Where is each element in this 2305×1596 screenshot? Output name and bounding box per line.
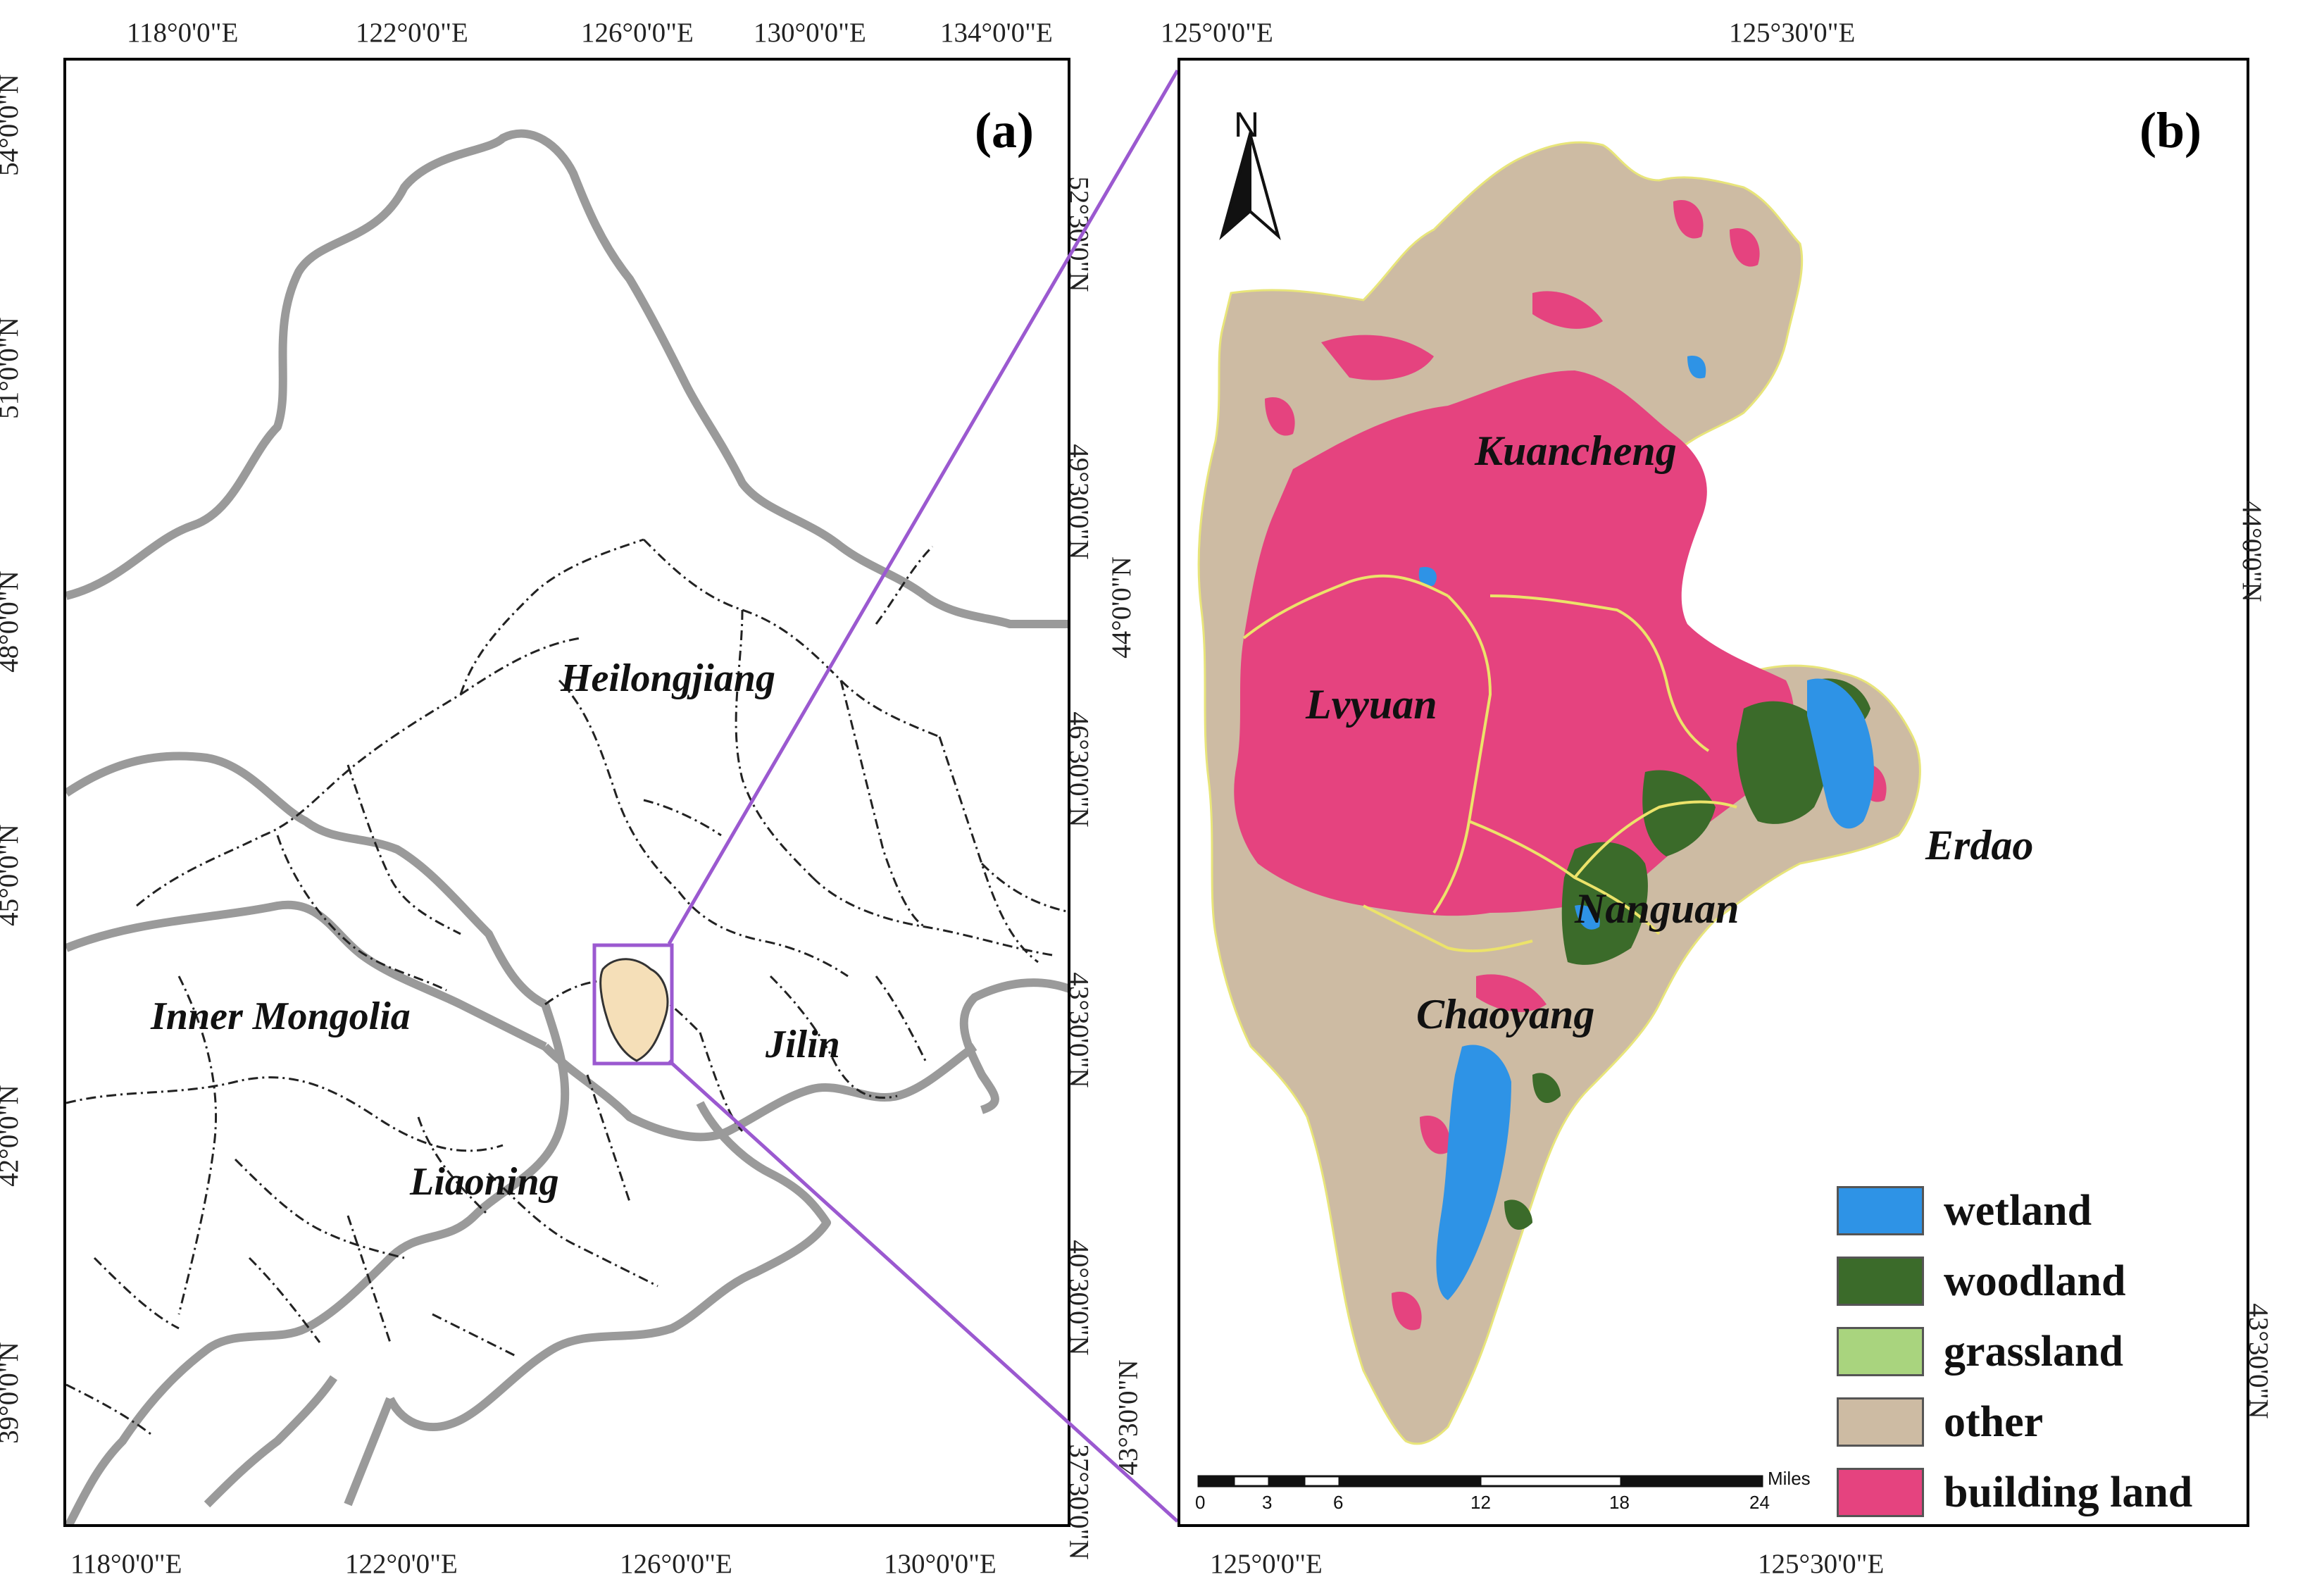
legend-item-other: other — [1837, 1395, 2043, 1450]
panel-b-label: (b) — [2140, 102, 2201, 158]
scale-tick-label: 12 — [1470, 1492, 1491, 1513]
panel-a-left-tick: 39°0'0"N — [0, 1342, 24, 1444]
panel-b-right-tick: 43°30'0"N — [2243, 1303, 2274, 1419]
legend-label: building land — [1944, 1468, 2193, 1516]
panel-a-left-tick: 48°0'0"N — [0, 571, 24, 673]
changchun-landuse-map — [1197, 141, 1921, 1445]
panel-b-left-tick: 43°30'0"N — [1113, 1359, 1144, 1476]
scale-tick-label: 3 — [1262, 1492, 1273, 1513]
panel-b-top-tick: 125°30'0"E — [1729, 18, 1856, 48]
panel-a-top-tick: 122°0'0"E — [356, 18, 468, 48]
label-lvyuan: Lvyuan — [1306, 681, 1437, 728]
label-jilin: Jilin — [766, 1023, 840, 1066]
label-liaoning: Liaoning — [410, 1160, 559, 1204]
label-kuancheng: Kuancheng — [1475, 428, 1677, 474]
legend-item-building-land: building land — [1837, 1465, 2192, 1520]
northeast-china-map — [66, 129, 1068, 1524]
panel-a-bottom-tick: 126°0'0"E — [620, 1549, 732, 1579]
panel-a-left-tick: 51°0'0"N — [0, 317, 24, 419]
scale-tick-label: 24 — [1749, 1492, 1770, 1513]
legend-swatch — [1837, 1186, 1924, 1235]
panel-a-left-tick: 45°0'0"N — [0, 824, 24, 926]
panel-a-bottom-tick: 118°0'0"E — [70, 1549, 182, 1579]
panel-a-right-tick: 52°30'0"N — [1063, 176, 1094, 292]
legend-swatch — [1837, 1468, 1924, 1517]
panel-a-top-tick: 126°0'0"E — [581, 18, 694, 48]
label-nanguan: Nanguan — [1575, 885, 1739, 932]
panel-a-right-tick: 49°30'0"N — [1063, 444, 1094, 560]
panel-b-bottom-tick: 125°30'0"E — [1758, 1549, 1885, 1579]
panel-a-map: (a) Heilongjiang Inner Mongolia Jilin Li… — [63, 58, 1070, 1527]
panel-a-top-tick: 130°0'0"E — [754, 18, 866, 48]
panel-a-right-tick: 37°30'0"N — [1063, 1444, 1094, 1560]
panel-b-map: (b) Kuancheng Lvyuan Erdao Nanguan Chaoy… — [1178, 58, 2249, 1527]
label-inner-mongolia: Inner Mongolia — [151, 995, 411, 1038]
panel-a-right-tick: 43°30'0"N — [1063, 972, 1094, 1088]
panel-a-left-tick: 42°0'0"N — [0, 1085, 24, 1187]
legend-item-wetland: wetland — [1837, 1183, 2092, 1238]
panel-a-left-tick: 54°0'0"N — [0, 74, 24, 176]
legend-swatch — [1837, 1257, 1924, 1306]
panel-a-bottom-tick: 130°0'0"E — [884, 1549, 997, 1579]
panel-b-left-tick: 44°0'0"N — [1106, 556, 1137, 659]
legend-label: woodland — [1944, 1257, 2126, 1305]
legend-label: wetland — [1944, 1186, 2092, 1235]
label-chaoyang: Chaoyang — [1416, 991, 1595, 1037]
study-area-highlight — [599, 958, 669, 1062]
scale-tick-label: 6 — [1333, 1492, 1344, 1513]
panel-a-top-tick: 134°0'0"E — [940, 18, 1053, 48]
north-arrow-icon — [1219, 128, 1281, 240]
panel-b-right-tick: 44°0'0"N — [2236, 500, 2267, 602]
panel-a-bottom-tick: 122°0'0"E — [345, 1549, 458, 1579]
panel-a-label: (a) — [975, 102, 1034, 158]
panel-a-right-tick: 40°30'0"N — [1063, 1240, 1094, 1356]
scale-unit: Miles — [1768, 1468, 1811, 1489]
scale-tick-label: 18 — [1609, 1492, 1630, 1513]
label-erdao: Erdao — [1925, 822, 2034, 868]
panel-b-bottom-tick: 125°0'0"E — [1210, 1549, 1323, 1579]
legend-swatch — [1837, 1397, 1924, 1447]
study-area-box — [592, 943, 674, 1066]
legend-label: other — [1944, 1397, 2044, 1446]
legend-item-woodland: woodland — [1837, 1254, 2125, 1309]
scale-tick-label: 0 — [1195, 1492, 1206, 1513]
panel-a-top-tick: 118°0'0"E — [127, 18, 239, 48]
panel-a-right-tick: 46°30'0"N — [1063, 711, 1094, 828]
panel-b-top-tick: 125°0'0"E — [1161, 18, 1273, 48]
legend-item-grassland: grassland — [1837, 1324, 2123, 1379]
label-heilongjiang: Heilongjiang — [561, 656, 775, 700]
north-label: N — [1234, 105, 1260, 144]
legend-label: grassland — [1944, 1327, 2123, 1376]
legend-swatch — [1837, 1327, 1924, 1376]
